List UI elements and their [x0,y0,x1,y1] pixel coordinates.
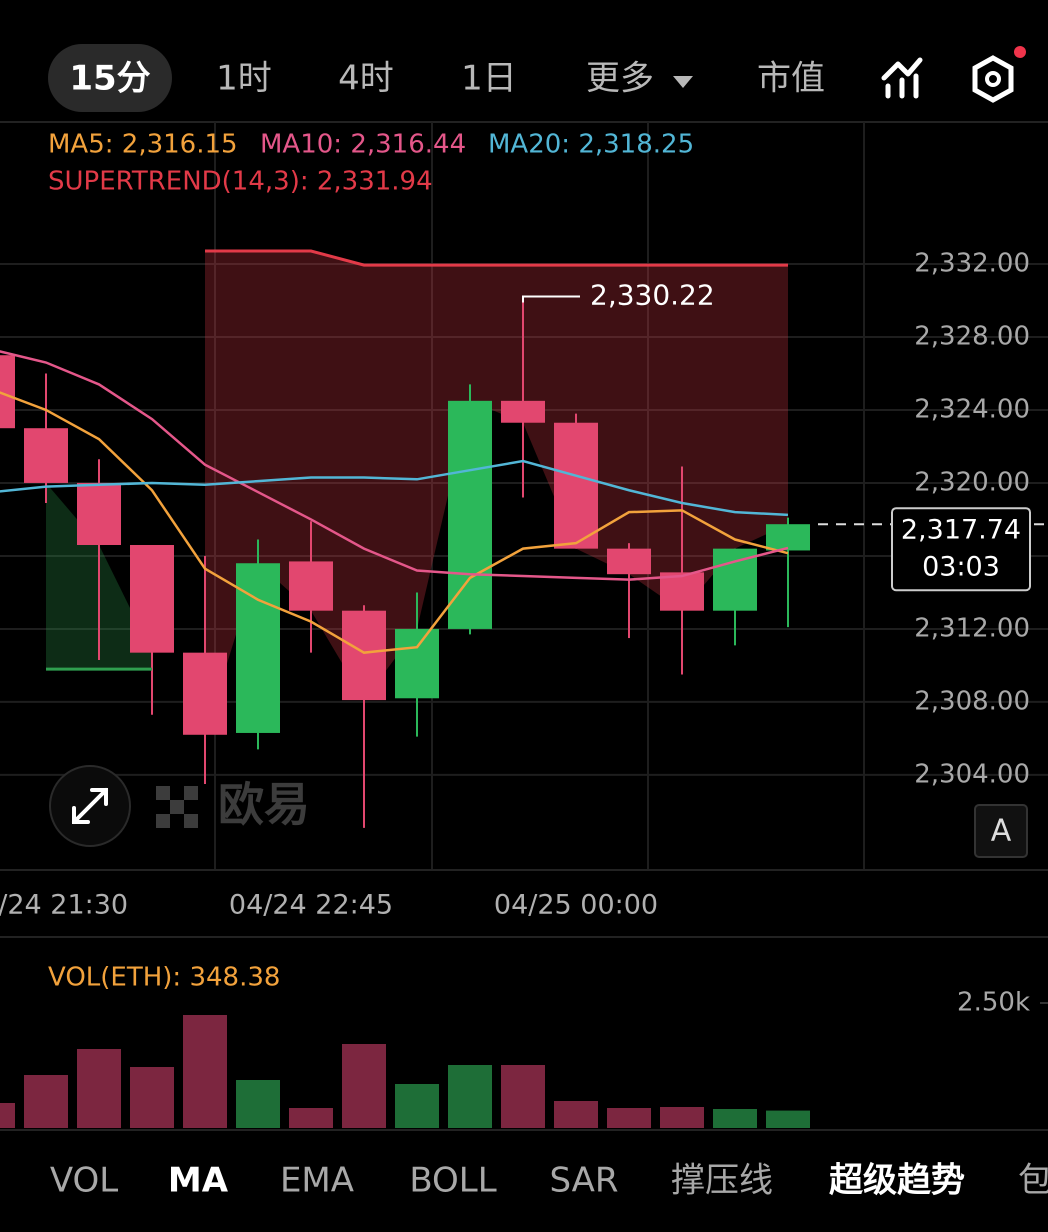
expand-button[interactable] [49,765,131,847]
volume-bar [713,1109,757,1128]
volume-legend: VOL(ETH): 348.38 [48,963,280,993]
watermark-logo [156,786,198,828]
supertrend-line [205,249,788,267]
x-tick-label: 04/25 00:00 [494,890,658,921]
volume-bar [554,1101,598,1128]
candle-body [395,628,439,699]
ma-line [0,391,789,654]
ma-line [0,350,789,581]
indicator-icon[interactable] [881,57,923,99]
x-tick-label: 04/24 21:30 [0,890,128,921]
countdown: 03:03 [922,552,1000,583]
candle-body [501,400,545,423]
candle-body [236,563,280,733]
volume-tick-label: 2.50k [957,988,1030,1018]
volume-bar [660,1107,704,1128]
y-tick-label: 2,332.00 [914,248,1030,278]
x-tick-label: 04/24 22:45 [229,890,393,921]
y-tick-label: 2,308.00 [914,686,1030,716]
tab[interactable]: 1日 [461,59,517,99]
indicator-tab[interactable]: BOLL [409,1161,496,1201]
volume-bar [501,1065,545,1128]
candle-body [183,652,227,735]
indicator-tab[interactable]: 撑压线 [671,1161,773,1201]
candle-body [713,548,757,611]
candle-body [24,428,68,483]
volume-bar [289,1108,333,1128]
volume-bar [0,1103,15,1128]
indicator-tab[interactable]: EMA [280,1161,354,1201]
candle-body [130,544,174,653]
active-tab-pill [48,44,172,112]
legend-entry: MA20: 2,318.25 [488,130,694,160]
tab[interactable]: 1时 [216,59,272,99]
candle-body [0,355,15,429]
high-marker [522,295,580,303]
indicator-tab[interactable]: SAR [549,1161,618,1201]
candle-body [766,524,810,551]
axis-button-label[interactable]: A [991,814,1012,849]
y-tick-label: 2,320.00 [914,467,1030,497]
volume-bar [607,1108,651,1128]
volume-bar [342,1044,386,1128]
candle-body [77,482,121,545]
y-tick-label: 2,328.00 [914,321,1030,351]
indicator-tab[interactable]: VOL [50,1161,118,1201]
indicator-tab[interactable]: MA [168,1161,229,1201]
last-price-box [891,507,1031,592]
axis-button[interactable]: A [974,804,1028,858]
volume-bar [766,1110,810,1128]
watermark: 欧易 [218,778,310,832]
tab[interactable]: 4时 [338,59,394,99]
settings-icon[interactable] [972,46,1026,103]
volume-bar [77,1049,121,1128]
volume-bar [24,1075,68,1128]
legend-entry: MA10: 2,316.44 [260,130,466,160]
y-tick-label: 2,312.00 [914,613,1030,643]
candle-body [342,610,386,701]
candle-body [554,422,598,549]
volume-bar [395,1084,439,1128]
last-price: 2,317.74 [901,515,1021,546]
candle-body [289,561,333,611]
volume-bar [130,1067,174,1128]
legend-entry: MA5: 2,316.15 [48,130,238,160]
tab[interactable]: 更多 [586,59,654,99]
legend-entry: SUPERTREND(14,3): 2,331.94 [48,167,433,197]
indicator-tab[interactable]: 超级趋势 [829,1161,965,1201]
y-tick-label: 2,304.00 [914,759,1030,789]
indicator-tab[interactable]: 包 [1018,1161,1048,1201]
volume-bar [183,1015,227,1128]
plot: MA5: 2,316.15 MA10: 2,316.44 MA20: 2,318.2… [0,130,1048,1128]
y-tick-label: 2,324.00 [914,394,1030,424]
volume-bar [448,1065,492,1128]
tab[interactable]: 市值 [757,59,825,99]
tab[interactable]: 15分 [69,59,150,99]
dropdown-arrow[interactable] [673,76,693,88]
ma-line [0,459,789,517]
candle-body [660,572,704,611]
high-annotation: 2,330.22 [590,278,715,311]
volume-bar [236,1080,280,1128]
candle-body [607,548,651,575]
candle-body [448,400,492,629]
